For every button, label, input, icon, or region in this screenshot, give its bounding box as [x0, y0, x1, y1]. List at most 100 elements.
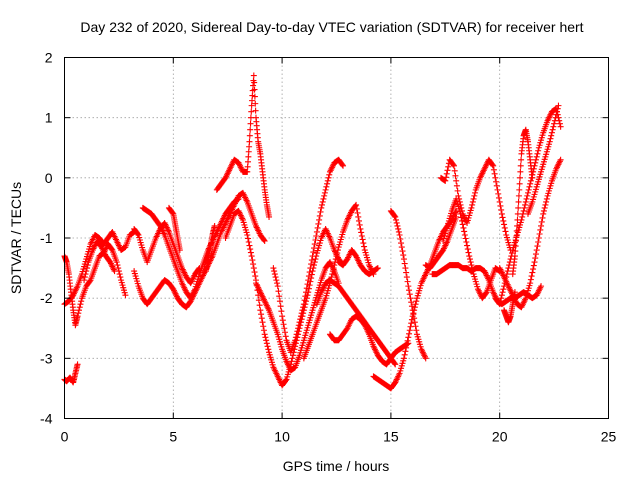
series-track-28 [501, 289, 518, 326]
data-point [261, 331, 268, 338]
data-point [534, 150, 541, 157]
data-point [464, 246, 471, 253]
data-point [316, 212, 323, 219]
data-point [391, 212, 398, 219]
data-point [551, 117, 558, 124]
data-point [468, 262, 475, 269]
data-point [76, 307, 83, 314]
data-point [321, 189, 328, 196]
data-point [400, 256, 407, 263]
data-point [305, 273, 312, 280]
data-point [498, 206, 505, 213]
data-point [248, 97, 255, 104]
data-point [538, 283, 545, 290]
data-point [122, 292, 129, 299]
data-point [260, 323, 267, 330]
data-point [74, 361, 81, 368]
series-track-13 [270, 156, 347, 356]
series-track-5 [131, 219, 203, 287]
data-point [302, 293, 309, 300]
data-point [450, 161, 457, 168]
data-point [539, 214, 546, 221]
data-point [518, 156, 525, 163]
data-point [277, 303, 284, 310]
data-point [512, 248, 519, 255]
data-point [511, 253, 518, 260]
grid-layer [64, 57, 609, 419]
x-tick-label: 15 [383, 429, 399, 445]
series-track-19 [387, 207, 429, 362]
data-point [492, 174, 499, 181]
data-point [542, 201, 549, 208]
data-point [534, 243, 541, 250]
data-point [323, 183, 330, 190]
x-tick-label: 0 [61, 429, 69, 445]
data-point [538, 218, 545, 225]
data-point [308, 261, 315, 268]
data-point [502, 277, 509, 284]
data-point [403, 341, 410, 348]
data-point [113, 259, 120, 266]
data-point [406, 291, 413, 298]
data-point [459, 221, 466, 228]
data-point [276, 298, 283, 305]
data-point [442, 177, 449, 184]
data-point [514, 216, 521, 223]
data-point [521, 204, 528, 211]
data-point [307, 265, 314, 272]
data-point [501, 221, 508, 228]
data-point [303, 289, 310, 296]
data-point [115, 265, 122, 272]
data-point [169, 209, 176, 216]
data-point [263, 337, 270, 344]
data-point [422, 355, 429, 362]
data-point [514, 210, 521, 217]
series-track-26 [509, 126, 536, 278]
data-point [470, 195, 477, 202]
data-point [300, 301, 307, 308]
data-point [523, 195, 530, 202]
data-point [402, 265, 409, 272]
data-point [303, 285, 310, 292]
data-point [248, 108, 255, 115]
data-point [556, 120, 563, 127]
y-tick-label: 1 [45, 110, 53, 126]
data-point [330, 265, 337, 272]
data-point [515, 204, 522, 211]
data-point [490, 162, 497, 169]
data-point [540, 207, 547, 214]
data-point [250, 72, 257, 79]
data-point [548, 132, 555, 139]
data-point [452, 172, 459, 179]
data-point [412, 323, 419, 330]
data-point [250, 261, 257, 268]
data-point [451, 167, 458, 174]
data-point [245, 158, 252, 165]
data-point [401, 260, 408, 267]
data-point [324, 180, 331, 187]
data-point [273, 277, 280, 284]
data-point [247, 246, 254, 253]
data-point [300, 304, 307, 311]
data-point [289, 352, 296, 359]
data-point [245, 153, 252, 160]
data-point [411, 315, 418, 322]
data-point [460, 224, 467, 231]
data-point [251, 86, 258, 93]
data-point [398, 244, 405, 251]
series-track-16 [326, 313, 412, 368]
tick-labels: 0 5 10 15 20 25 -4 -3 -2 -1 0 1 2 [40, 50, 616, 445]
data-point [471, 192, 478, 199]
data-point [247, 120, 254, 127]
data-point [465, 249, 472, 256]
data-point [400, 355, 407, 362]
data-point [482, 290, 489, 297]
data-point [443, 170, 450, 177]
x-tick-label: 5 [169, 429, 177, 445]
series-track-21 [437, 156, 514, 254]
data-point [504, 268, 511, 275]
series-track-22 [440, 195, 503, 302]
data-point [453, 182, 460, 189]
series-track-10 [213, 72, 273, 220]
data-point [464, 242, 471, 249]
